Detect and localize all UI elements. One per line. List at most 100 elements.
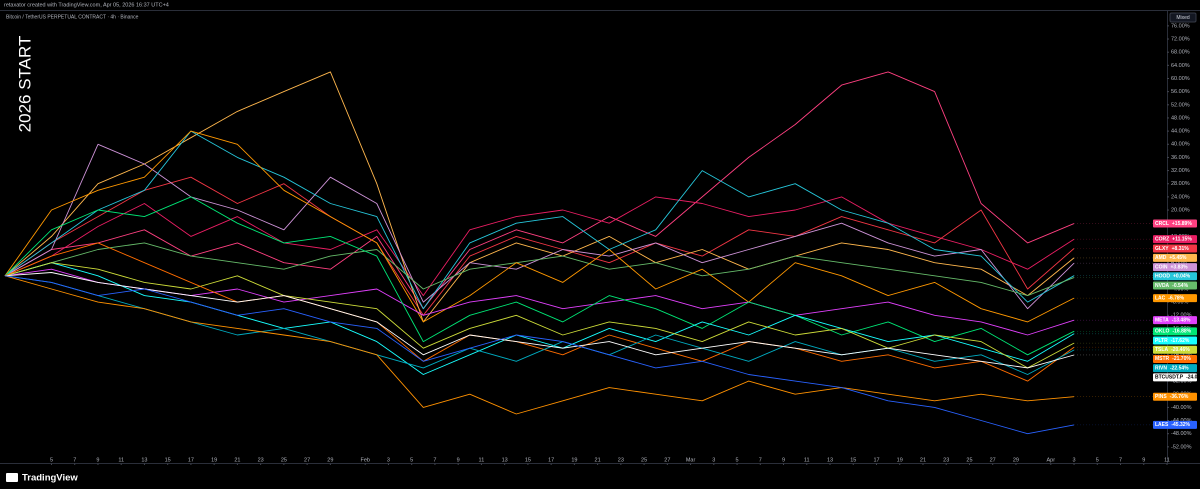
series-line [4,71,1075,323]
series-name: RIVN [1155,366,1167,372]
series-name: BTCUSDT.P [1155,375,1184,381]
series-tag-text: GLXY +8.31% [1155,246,1189,252]
series-tag: HOOD +0.04% [1153,272,1197,281]
y-tick-label: 52.00% [1171,102,1190,108]
series-line [4,196,1075,297]
plot-area [4,71,1167,435]
x-tick-label: 23 [618,457,624,463]
series-value-label: -36.76% [1170,394,1189,400]
series-value-label: +8.31% [1172,246,1190,252]
series-value-label: +15.89% [1172,221,1192,227]
y-tick-label: 68.00% [1171,50,1190,56]
series-line [4,176,1075,316]
series-line [4,242,1075,382]
series-tag-text: OKLO -16.88% [1155,329,1192,335]
x-tick-label: 5 [1096,457,1099,463]
series-tag-text: PINS -36.76% [1155,394,1189,400]
series-value-label: -0.54% [1172,283,1188,289]
series-tag-text: LAES -45.32% [1155,423,1191,429]
series-value-label: +11.15% [1172,237,1192,243]
x-tick-label: 7 [433,457,436,463]
series-tag-box [1153,244,1197,253]
x-tick-label: 3 [387,457,390,463]
series-tag-box [1153,219,1197,228]
series-tag-text: RIVN -22.54% [1155,366,1189,372]
x-tick-label: 17 [548,457,554,463]
series-value-label: +3.83% [1171,265,1189,271]
x-tick-label: 13 [141,457,147,463]
y-tick-label: 36.00% [1171,155,1190,161]
series-tag: CRCL +15.89% [1153,219,1197,228]
series-tag-box [1153,263,1197,272]
series-name: CRCL [1155,221,1169,227]
series-name: META [1155,318,1169,324]
series-line [4,196,1075,356]
series-tag: NVDA -0.54% [1153,281,1197,290]
series-line [4,130,1075,310]
x-tick-label: 23 [943,457,949,463]
x-tick-label: 9 [782,457,785,463]
y-tick-label: -12.00% [1171,313,1192,319]
series-value-label: +0.04% [1173,274,1191,280]
series-tag-text: PLTR -17.62% [1155,338,1190,344]
series-name: HOOD [1155,274,1170,280]
series-tag: PINS -36.76% [1153,392,1197,401]
series-tag: MSTR -21.70% [1153,354,1197,363]
series-tag-box [1153,294,1197,303]
series-name: GLXY [1155,246,1169,252]
series-tag-text: META -13.48% [1155,318,1191,324]
x-tick-label: 27 [304,457,310,463]
y-tick-label: -48.00% [1171,431,1192,437]
x-tick-label: 13 [502,457,508,463]
series-tag: AMD +5.45% [1153,253,1197,262]
series-line [4,262,1075,369]
y-tick-label: 44.00% [1171,129,1190,135]
y-tick-label: -8.00% [1171,300,1189,306]
x-tick-label: 15 [525,457,531,463]
series-tag: PLTR -17.62% [1153,336,1197,345]
series-value-label: -13.48% [1172,318,1191,324]
series-tag-box [1153,272,1197,281]
series-tag: RIVN -22.54% [1153,364,1197,373]
x-tick-label: 11 [118,457,124,463]
y-tick-label: 56.00% [1171,89,1190,95]
footer-logo: TradingView [6,473,78,484]
footer-text: TradingView [22,473,78,484]
x-tick-label: 15 [850,457,856,463]
y-tick-label: 28.00% [1171,181,1190,187]
series-value-label: -16.88% [1172,329,1191,335]
series-name: COIN [1155,265,1168,271]
series-tag-box [1153,354,1197,363]
x-tick-label: 9 [1142,457,1145,463]
series-name: TSLA [1155,347,1168,353]
x-tick-label: 17 [873,457,879,463]
series-line [4,275,1075,435]
y-tick-label: 72.00% [1171,36,1190,42]
x-tick-label: Feb [360,457,369,463]
series-value-label: -6.78% [1168,296,1184,302]
y-tick-label: -52.00% [1171,444,1192,450]
x-tick-label: 21 [595,457,601,463]
x-tick-label: 29 [327,457,333,463]
series-tag-text: TSLA -20.46% [1155,347,1190,353]
x-tick-label: 29 [1013,457,1019,463]
x-tick-label: 17 [188,457,194,463]
series-value-label: +5.45% [1169,256,1187,262]
series-tag: LAES -45.32% [1153,420,1197,429]
series-tag-text: HOOD +0.04% [1155,274,1191,280]
series-line [4,262,1075,375]
x-tick-label: 25 [281,457,287,463]
series-name: LAES [1155,423,1169,429]
series-tag: BTCUSDT.P-24.07% [1153,373,1200,382]
series-tag-text: BTCUSDT.P-24.07% [1155,375,1200,381]
series-tag-text: CRCL +15.89% [1155,221,1192,227]
series-tag-text: COIN +3.83% [1155,265,1188,271]
x-tick-label: 11 [1164,457,1170,463]
scale-button[interactable] [1169,12,1197,23]
series-value-label: -24.07% [1186,375,1200,381]
x-tick-label: Apr [1047,457,1056,463]
series-tag-text: CORZ +11.15% [1155,237,1192,243]
scale-button-label[interactable]: Mixed [1176,15,1190,21]
series-line [4,275,1075,415]
